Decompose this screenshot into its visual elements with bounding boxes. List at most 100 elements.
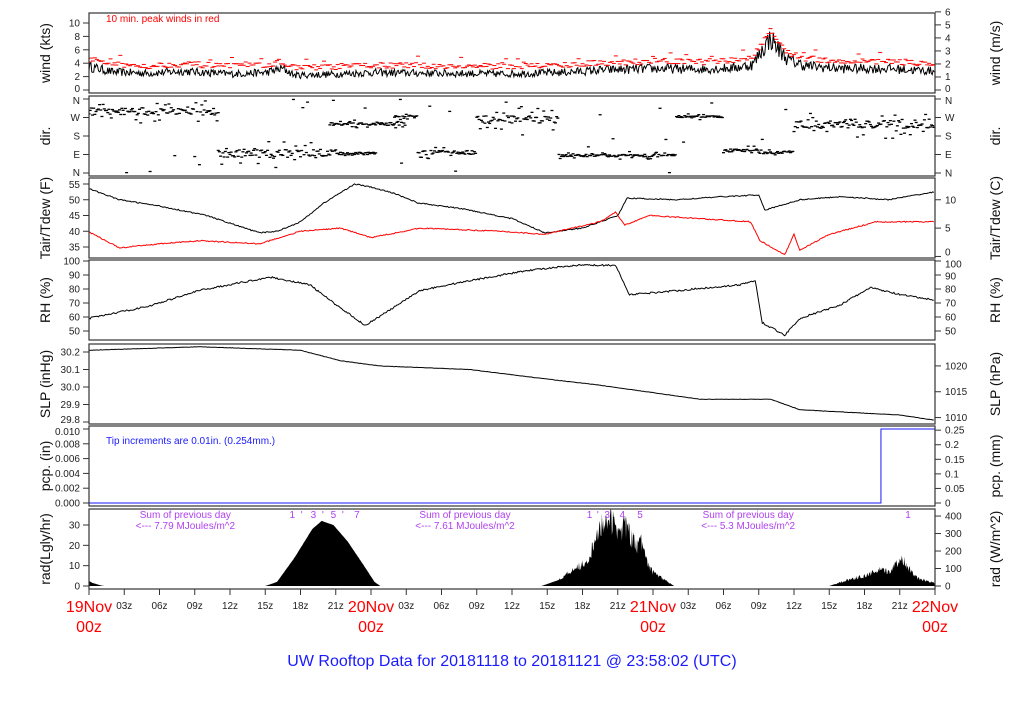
- dir-point: [542, 110, 546, 112]
- dir-point: [653, 152, 657, 154]
- dir-point: [293, 158, 297, 161]
- dir-point: [333, 150, 337, 152]
- dir-point: [783, 150, 787, 152]
- dir-point: [428, 105, 432, 107]
- y-right-tick-label: 80: [945, 285, 957, 296]
- dir-point: [394, 127, 398, 129]
- dir-point: [817, 123, 821, 126]
- dir-point: [273, 155, 277, 158]
- dir-point: [338, 120, 342, 123]
- dir-point: [787, 150, 791, 152]
- dir-point: [835, 123, 839, 126]
- dir-point: [328, 154, 332, 156]
- dir-point: [866, 120, 870, 122]
- dir-point: [320, 154, 324, 157]
- plot-area-pcp: [89, 428, 935, 504]
- dir-point: [370, 152, 374, 154]
- x-tick-label: 03z: [116, 601, 132, 612]
- dir-point: [741, 148, 745, 151]
- dir-point: [912, 126, 916, 128]
- dir-point: [784, 108, 788, 111]
- dir-point: [774, 152, 778, 154]
- dir-point: [610, 155, 614, 157]
- dir-point: [819, 127, 823, 129]
- y-tick-label: 0: [74, 582, 80, 593]
- dir-point: [720, 116, 724, 119]
- dir-point: [649, 158, 653, 160]
- dir-point: [894, 130, 898, 132]
- dir-point: [326, 150, 330, 152]
- plot-area-dir: [89, 98, 935, 174]
- dir-point: [832, 126, 836, 128]
- dir-point: [848, 118, 852, 120]
- dir-point: [852, 124, 856, 126]
- dir-point: [330, 150, 334, 152]
- daily-sum-label: Sum of previous day: [419, 510, 510, 521]
- dir-point: [213, 114, 217, 116]
- dir-point: [360, 122, 364, 124]
- dir-point: [686, 113, 690, 115]
- dir-point: [910, 122, 913, 125]
- hour-marker: 1: [905, 510, 911, 521]
- dir-point: [512, 116, 516, 118]
- hour-marker: 3: [604, 510, 610, 521]
- dir-point: [921, 130, 925, 133]
- dir-point: [162, 109, 166, 111]
- dir-point: [266, 149, 270, 151]
- dir-point: [557, 153, 561, 156]
- dir-point: [455, 152, 459, 154]
- dir-point: [217, 151, 221, 153]
- dir-point: [913, 119, 917, 121]
- daily-sum-value: <--- 7.61 MJoules/m^2: [415, 521, 515, 532]
- y-right-tick-label: 200: [945, 547, 962, 558]
- dir-point: [806, 119, 810, 121]
- dir-point: [570, 155, 574, 157]
- y-right-tick-label: 100: [945, 260, 962, 271]
- dir-point: [351, 152, 355, 155]
- dir-point: [647, 156, 651, 158]
- dir-point: [552, 121, 556, 123]
- dir-point: [420, 156, 424, 158]
- chart-title: UW Rooftop Data for 20181118 to 20181121…: [287, 653, 736, 670]
- dir-point: [581, 155, 584, 157]
- dir-point: [113, 110, 117, 112]
- plot-area-slp: [89, 346, 934, 421]
- dir-point: [93, 113, 97, 116]
- y-tick-label: 2: [74, 72, 80, 83]
- dir-point: [611, 138, 615, 140]
- x-date-sublabel: 00z: [358, 619, 384, 636]
- y-right-tick-label: 0.1: [945, 469, 959, 480]
- y-tick-label: E: [73, 150, 80, 161]
- y-axis-label: wind (kts): [37, 23, 53, 84]
- y-axis-label: Tair/Tdew (F): [37, 177, 53, 259]
- dir-point: [216, 112, 220, 114]
- dir-point: [98, 104, 102, 106]
- y-tick-label: 0.008: [55, 439, 80, 450]
- dir-point: [471, 153, 475, 155]
- dir-point: [702, 113, 706, 116]
- dir-point: [328, 124, 332, 126]
- dir-point: [105, 109, 109, 112]
- dir-point: [224, 147, 228, 150]
- x-axis: 19Nov 00z 03z 06z 09z 12z 15z 18z 21z 20Nov 00z 03z…: [66, 589, 958, 636]
- dir-point: [163, 104, 167, 106]
- y-right-tick-label: S: [945, 132, 952, 143]
- dir-point: [665, 154, 669, 157]
- dir-point: [173, 154, 177, 157]
- dir-point: [749, 150, 753, 152]
- dir-point: [161, 109, 165, 112]
- dir-point: [812, 129, 816, 132]
- x-tick-label: 18z: [856, 601, 872, 612]
- dir-point: [121, 109, 125, 111]
- dir-point: [401, 115, 405, 117]
- dir-point: [758, 152, 762, 155]
- y-tick-label: 10: [69, 561, 81, 572]
- dir-point: [477, 118, 481, 121]
- dir-point: [462, 152, 466, 154]
- dir-point: [805, 126, 809, 128]
- dir-point: [189, 113, 193, 115]
- dir-point: [281, 154, 285, 157]
- dir-point: [153, 120, 157, 122]
- dir-point: [301, 106, 305, 109]
- panel-frame: [88, 12, 936, 94]
